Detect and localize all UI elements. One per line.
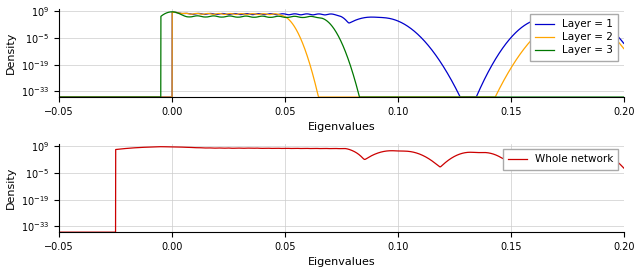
Whole network <box>44 230 52 234</box>
Layer = 2 <box>631 63 639 66</box>
Layer = 2 <box>417 96 425 99</box>
Layer = 3 <box>631 96 639 99</box>
Line: Whole network: Whole network <box>48 147 635 232</box>
Line: Layer = 2: Layer = 2 <box>48 12 635 97</box>
Whole network <box>392 149 399 152</box>
Layer = 1 <box>479 80 487 84</box>
Layer = 3 <box>392 96 399 99</box>
Layer = 2 <box>74 96 81 99</box>
Whole network <box>74 230 81 234</box>
Layer = 3 <box>44 96 52 99</box>
Layer = 2 <box>511 61 518 64</box>
Layer = 3 <box>479 96 487 99</box>
Legend: Whole network: Whole network <box>502 149 618 170</box>
Layer = 1 <box>392 18 399 22</box>
Layer = 1 <box>417 36 425 39</box>
X-axis label: Eigenvalues: Eigenvalues <box>308 257 375 268</box>
Line: Layer = 3: Layer = 3 <box>48 12 635 97</box>
Layer = 2 <box>170 11 178 14</box>
Layer = 1 <box>44 96 52 99</box>
Y-axis label: Density: Density <box>6 167 15 209</box>
Layer = 3 <box>511 96 518 99</box>
Layer = 1 <box>257 12 264 16</box>
Whole network <box>417 153 425 156</box>
Layer = 3 <box>74 96 81 99</box>
Line: Layer = 1: Layer = 1 <box>48 12 635 97</box>
Whole network <box>479 151 487 154</box>
X-axis label: Eigenvalues: Eigenvalues <box>308 122 375 132</box>
Whole network <box>511 152 518 155</box>
Legend: Layer = 1, Layer = 2, Layer = 3: Layer = 1, Layer = 2, Layer = 3 <box>530 14 618 61</box>
Whole network <box>157 145 165 148</box>
Whole network <box>257 147 264 150</box>
Layer = 3 <box>257 15 264 18</box>
Layer = 1 <box>74 96 81 99</box>
Y-axis label: Density: Density <box>6 32 15 74</box>
Layer = 2 <box>392 96 399 99</box>
Layer = 2 <box>257 13 264 16</box>
Layer = 3 <box>417 96 425 99</box>
Layer = 2 <box>479 96 487 99</box>
Whole network <box>631 181 639 185</box>
Layer = 1 <box>170 11 178 14</box>
Layer = 1 <box>631 58 639 62</box>
Layer = 3 <box>168 10 176 13</box>
Layer = 1 <box>511 32 518 35</box>
Layer = 2 <box>44 96 52 99</box>
